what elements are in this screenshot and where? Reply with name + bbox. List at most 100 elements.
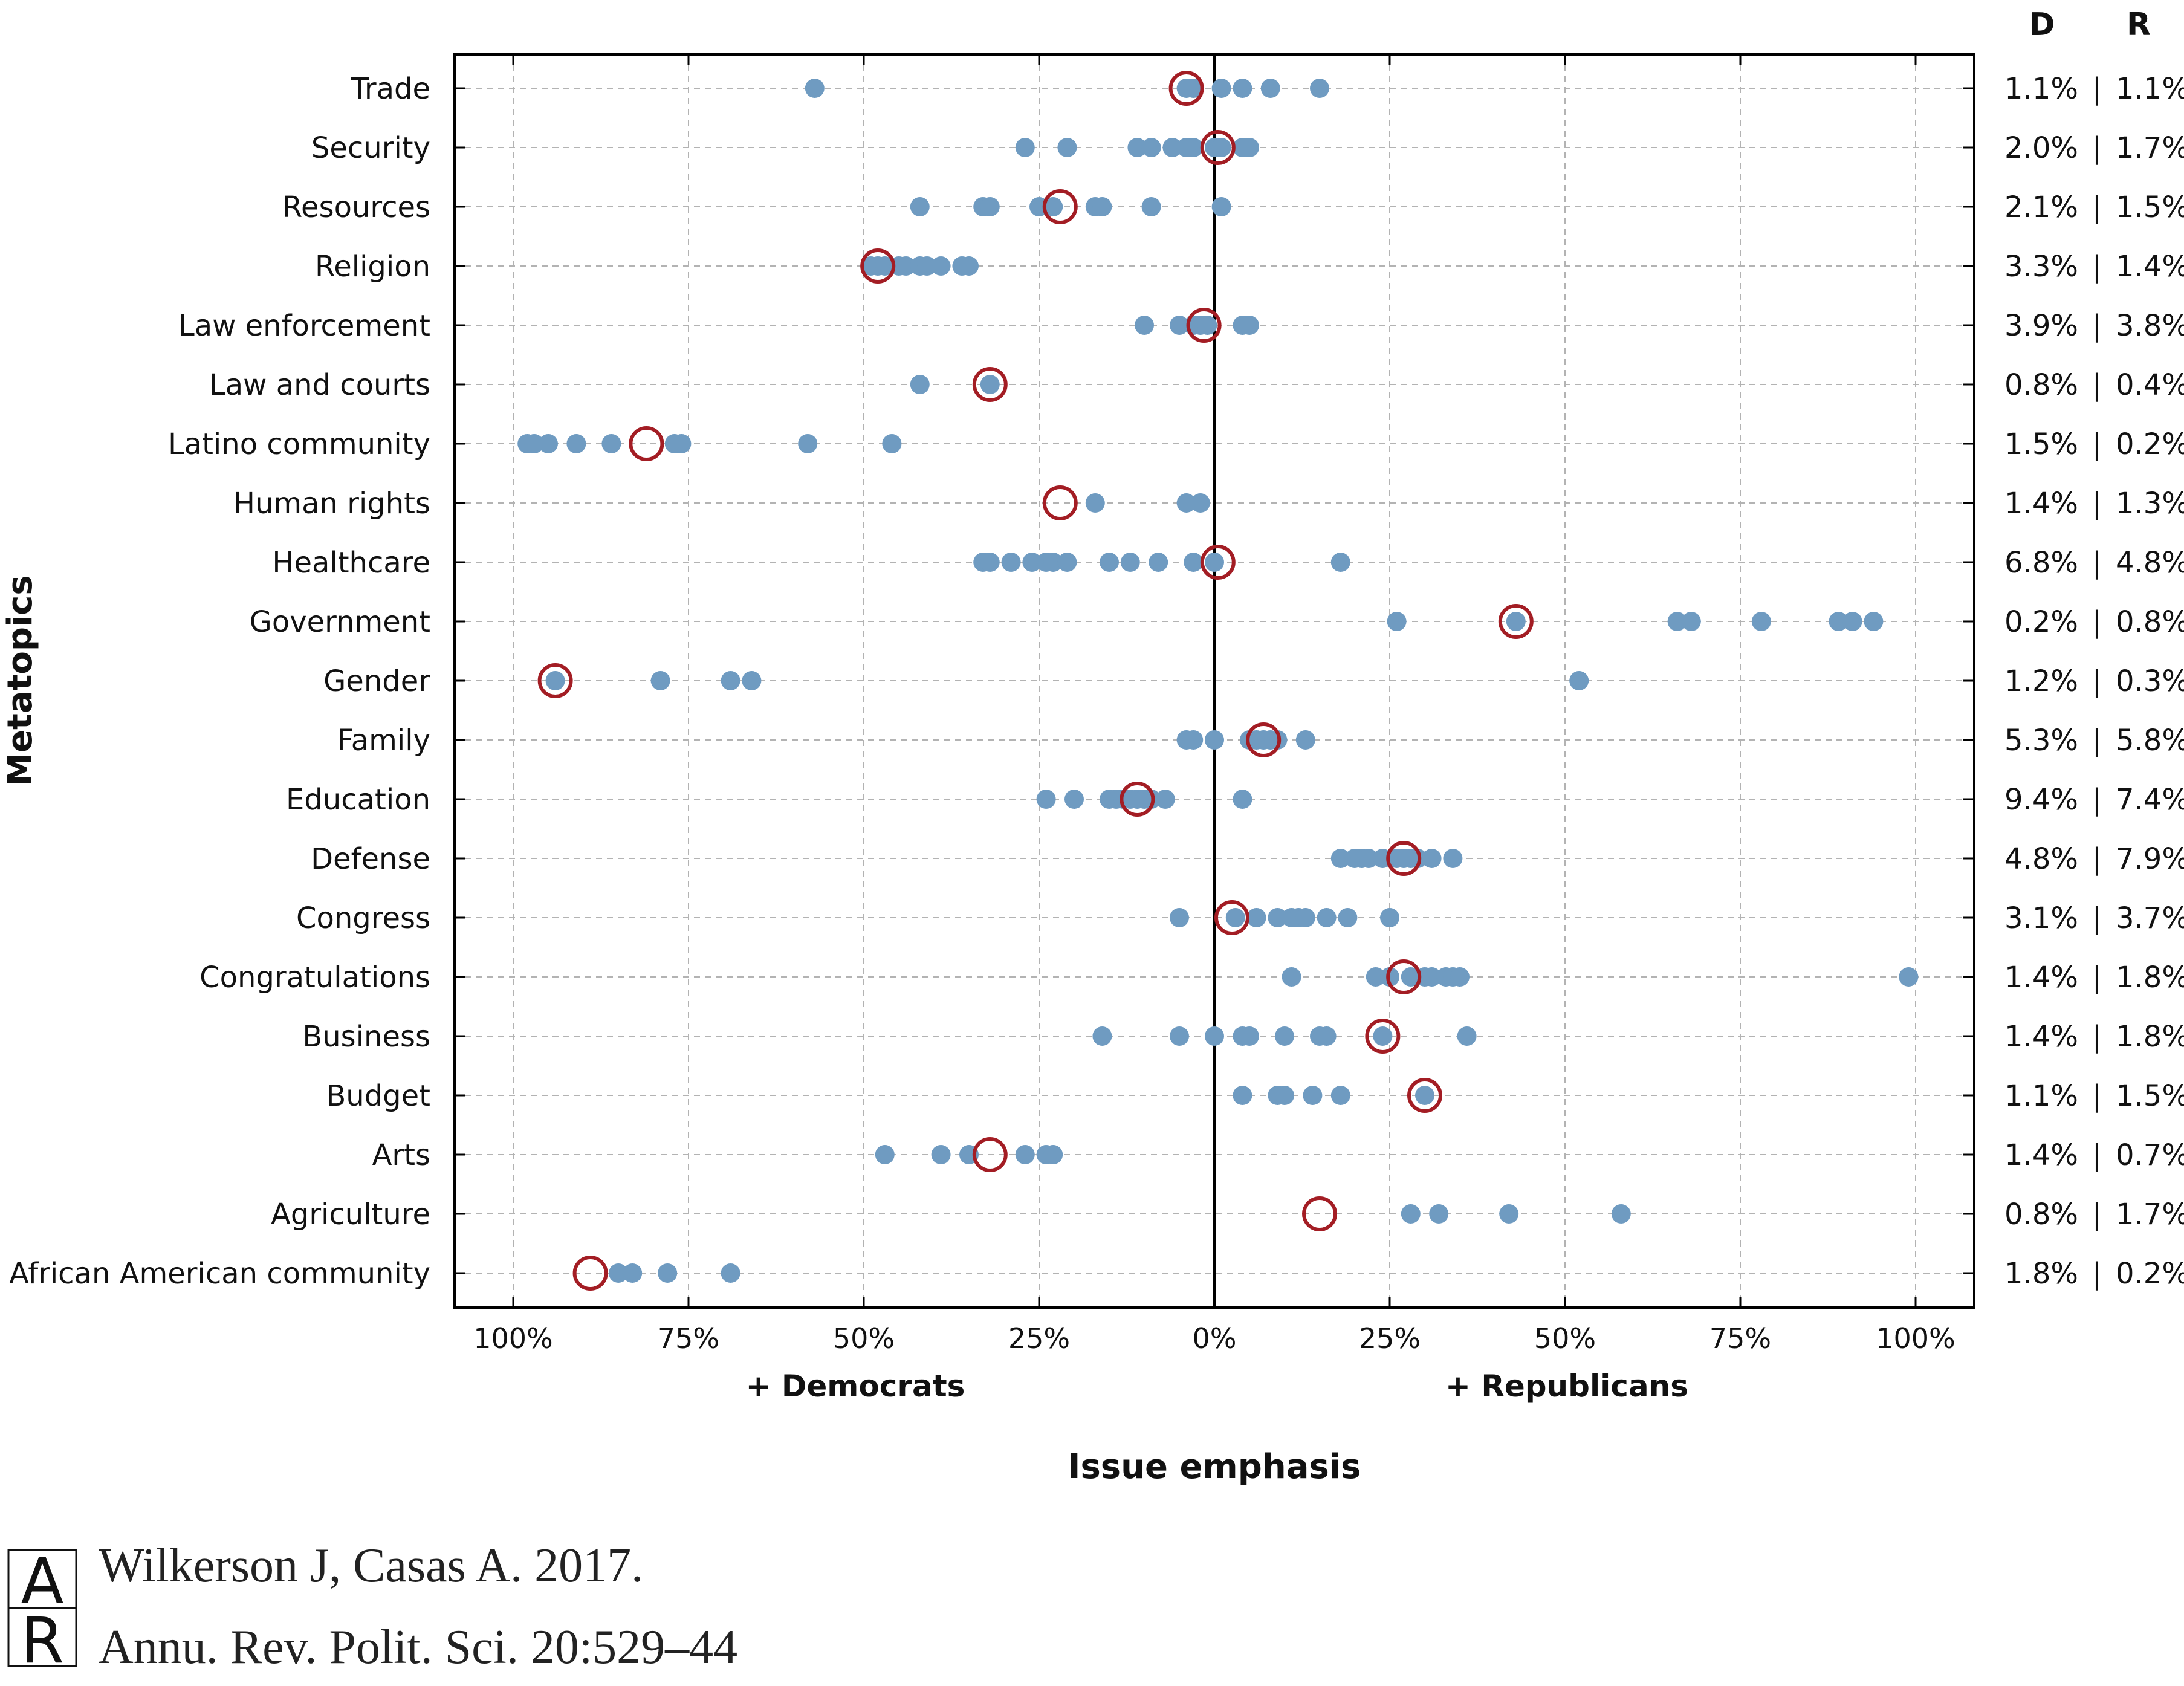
y-axis-title: Metatopics	[1, 575, 40, 786]
citation-journal: Annu. Rev. Polit. Sci. 20:529–44	[99, 1621, 738, 1674]
share-label-r: 1.4%	[2116, 250, 2184, 284]
data-point	[609, 1263, 628, 1283]
data-point	[1751, 612, 1771, 631]
mean-circle	[1386, 841, 1422, 876]
share-separator: |	[2092, 1198, 2102, 1231]
share-label-d: 2.1%	[2004, 190, 2078, 224]
share-label-d: 1.5%	[2004, 427, 2078, 461]
data-point	[1057, 138, 1077, 157]
data-point	[1246, 908, 1266, 927]
data-point	[1015, 138, 1035, 157]
data-point	[1359, 849, 1379, 868]
y-tick-label: Religion	[315, 250, 430, 284]
data-point	[1155, 790, 1175, 809]
data-point	[1211, 197, 1231, 216]
share-label-d: 4.8%	[2004, 842, 2078, 876]
svg-text:R: R	[21, 1604, 64, 1668]
mean-circle	[629, 426, 664, 461]
data-point	[1043, 197, 1063, 216]
data-point	[980, 197, 1000, 216]
x-tick-label: 25%	[1359, 1322, 1421, 1355]
share-label-r: 1.5%	[2116, 1079, 2184, 1113]
mean-circle	[1042, 189, 1078, 224]
data-point	[1240, 138, 1259, 157]
share-label-r: 1.8%	[2116, 961, 2184, 994]
y-tick-labels: Trade Security Resources Religion Law enforc…	[9, 72, 430, 1291]
share-separator: |	[2092, 961, 2102, 994]
data-point	[1260, 79, 1280, 98]
data-point	[1429, 1204, 1449, 1224]
mean-circle	[1246, 722, 1282, 757]
mean-circle	[1214, 900, 1249, 935]
data-point	[658, 1263, 678, 1283]
data-point	[1211, 79, 1231, 98]
data-point	[1415, 1086, 1434, 1105]
data-point	[1127, 138, 1147, 157]
data-point	[1829, 612, 1849, 631]
mean-circle	[1120, 782, 1155, 817]
y-tick-label: Family	[337, 724, 430, 757]
svg-text:A: A	[21, 1548, 63, 1618]
data-point	[882, 434, 902, 453]
share-separator: |	[2092, 724, 2102, 757]
mean-circle	[972, 1137, 1008, 1172]
mean-circle	[972, 367, 1008, 402]
x-side-label-republicans: + Republicans	[1445, 1369, 1688, 1404]
mean-circle	[1498, 604, 1534, 639]
data-point	[742, 671, 762, 690]
data-point	[524, 434, 544, 453]
data-point	[1162, 138, 1182, 157]
data-point	[1457, 1026, 1477, 1046]
data-point	[1330, 1086, 1350, 1105]
share-separator: |	[2092, 131, 2102, 165]
y-tick-label: Education	[286, 783, 430, 817]
mean-circle	[1200, 130, 1236, 165]
share-separator: |	[2092, 1020, 2102, 1054]
data-point	[1303, 1086, 1323, 1105]
data-point	[1100, 553, 1119, 572]
data-point	[650, 671, 670, 690]
data-point	[1450, 967, 1470, 987]
x-tick-label: 50%	[833, 1322, 895, 1355]
mean-circle	[1042, 485, 1078, 520]
mean-circle	[860, 248, 896, 284]
share-label-r: 1.7%	[2116, 1198, 2184, 1231]
data-point	[1225, 908, 1245, 927]
share-label-r: 7.4%	[2116, 783, 2184, 817]
share-label-d: 1.4%	[2004, 1138, 2078, 1172]
data-point	[1036, 790, 1056, 809]
data-point	[1422, 967, 1442, 987]
data-point	[1184, 138, 1204, 157]
data-point	[959, 256, 979, 276]
data-point	[917, 256, 937, 276]
data-point	[1149, 553, 1168, 572]
data-point	[1043, 553, 1063, 572]
share-label-d: 1.1%	[2004, 72, 2078, 106]
share-label-r: 3.7%	[2116, 901, 2184, 935]
data-point	[539, 434, 558, 453]
share-separator: |	[2092, 1079, 2102, 1113]
share-label-d: 6.8%	[2004, 546, 2078, 580]
share-label-r: 1.1%	[2116, 72, 2184, 106]
data-point	[1092, 1026, 1112, 1046]
data-point	[1268, 908, 1288, 927]
data-point	[672, 434, 692, 453]
share-separator: |	[2092, 487, 2102, 520]
mean-circle	[1186, 308, 1222, 343]
x-tick-label: 0%	[1193, 1322, 1237, 1355]
data-point	[1240, 1026, 1259, 1046]
share-label-r: 1.8%	[2116, 1020, 2184, 1054]
data-point	[1141, 138, 1161, 157]
share-label-d: 1.2%	[2004, 664, 2078, 698]
data-point	[1001, 553, 1021, 572]
data-point	[1667, 612, 1687, 631]
data-point	[721, 1263, 740, 1283]
y-tick-label: Agriculture	[271, 1198, 430, 1231]
share-labels: 1.1% | 1.1% 2.0% | 1.7% 2.1% | 1.5% 3.3% | 1.4% 3.9%…	[2004, 72, 2184, 1291]
y-tick-label: Latino community	[168, 427, 430, 461]
data-point	[1205, 1026, 1224, 1046]
share-separator: |	[2092, 664, 2102, 698]
share-label-d: 2.0%	[2004, 131, 2078, 165]
y-tick-label: Healthcare	[272, 546, 430, 580]
data-point	[1057, 553, 1077, 572]
